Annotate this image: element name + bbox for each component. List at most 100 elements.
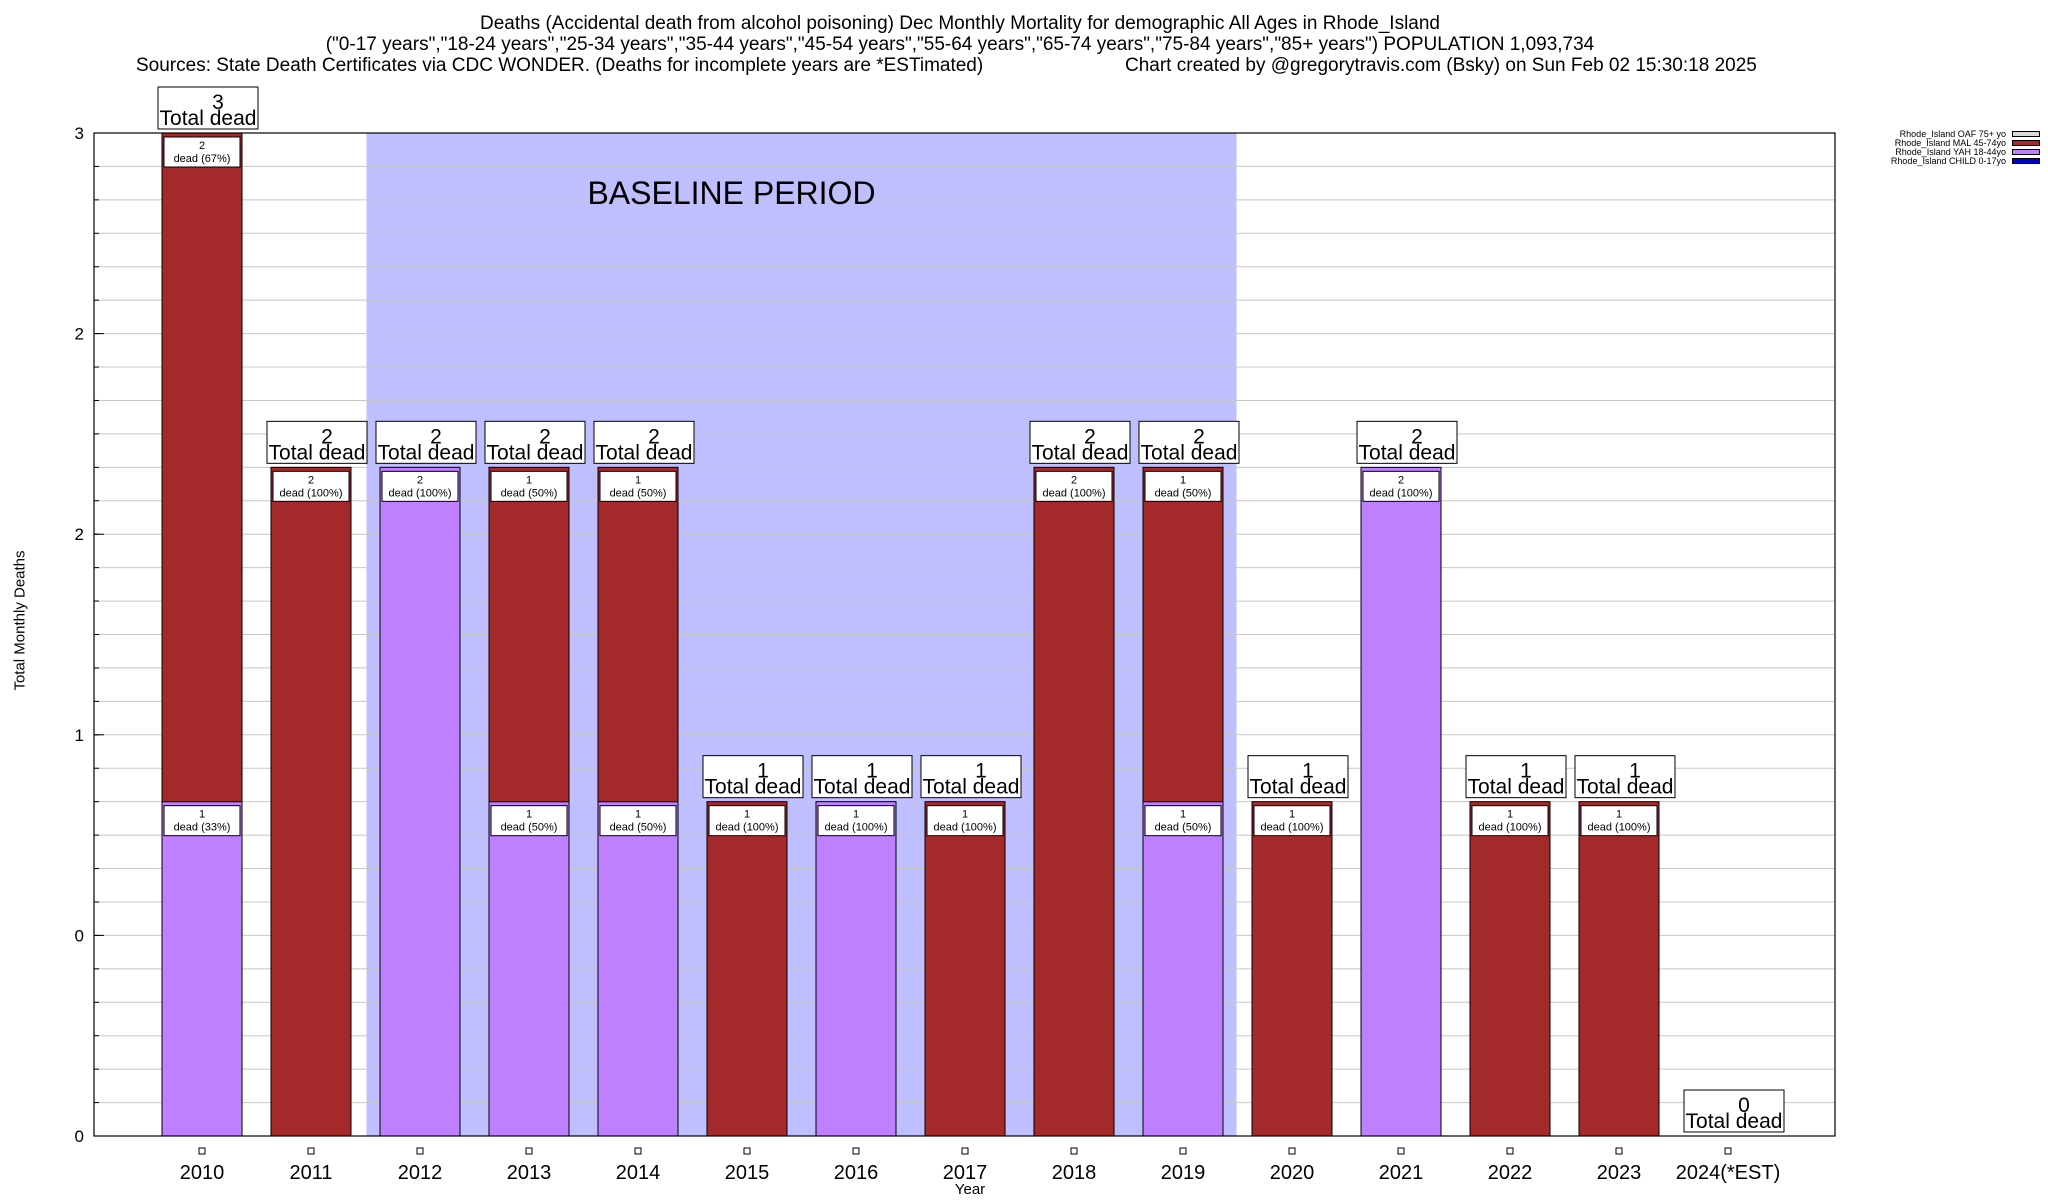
total-label: Total dead bbox=[705, 776, 802, 799]
segment-label-pct: dead (100%) bbox=[1588, 822, 1651, 834]
bar-segment bbox=[706, 801, 788, 1137]
bar-segment bbox=[379, 466, 461, 1137]
total-box bbox=[266, 420, 368, 464]
total-box bbox=[702, 755, 804, 799]
segment-label-box bbox=[817, 805, 895, 837]
legend-label: Rhode_Island OAF 75+ yo bbox=[1899, 129, 2006, 139]
bar-segment bbox=[815, 801, 897, 1137]
segment-label-count: 1 bbox=[853, 809, 859, 821]
segment-label-count: 1 bbox=[1507, 809, 1513, 821]
total-label: Total dead bbox=[1141, 441, 1238, 464]
credit-text: Chart created by @gregorytravis.com (Bsk… bbox=[1125, 55, 1757, 76]
bar-segment bbox=[161, 801, 243, 1137]
bar-segment bbox=[161, 132, 243, 803]
segment-label-box bbox=[1144, 805, 1222, 837]
y-tick-label: 0 bbox=[75, 926, 84, 945]
total-label: Total dead bbox=[1577, 776, 1674, 799]
legend-label: Rhode_Island MAL 45-74yo bbox=[1894, 138, 2006, 148]
segment-label-pct: dead (50%) bbox=[610, 822, 667, 834]
y-tick-label: 3 bbox=[75, 124, 84, 143]
segment-label-count: 1 bbox=[1180, 474, 1186, 486]
x-tick-marker bbox=[198, 1147, 206, 1155]
x-tick-marker bbox=[307, 1147, 315, 1155]
x-tick-marker bbox=[961, 1147, 969, 1155]
y-tick-label: 2 bbox=[75, 325, 84, 344]
bar-segment bbox=[1251, 801, 1333, 1137]
segment-label-box bbox=[163, 136, 241, 168]
total-value: 1 bbox=[1629, 760, 1641, 783]
legend-swatch bbox=[2012, 140, 2040, 146]
total-box bbox=[484, 420, 586, 464]
x-tick-marker bbox=[1506, 1147, 1514, 1155]
baseline-label: BASELINE PERIOD bbox=[587, 175, 875, 211]
x-tick-marker bbox=[634, 1147, 642, 1155]
x-tick-label: 2010 bbox=[180, 1162, 225, 1184]
total-label: Total dead bbox=[160, 107, 257, 130]
total-box bbox=[1356, 420, 1458, 464]
segment-label-box bbox=[1362, 470, 1440, 502]
segment-label-box bbox=[599, 805, 677, 837]
segment-label-count: 2 bbox=[308, 474, 314, 486]
x-tick-label: 2020 bbox=[1270, 1162, 1315, 1184]
segment-label-count: 1 bbox=[1289, 809, 1295, 821]
legend-item: Rhode_Island YAH 18-44yo bbox=[1790, 148, 2040, 157]
bar-segment bbox=[1142, 466, 1224, 803]
total-label: Total dead bbox=[1359, 441, 1456, 464]
segment-label-pct: dead (100%) bbox=[716, 822, 779, 834]
segment-label-pct: dead (100%) bbox=[389, 487, 452, 499]
sources-text: Sources: State Death Certificates via CD… bbox=[136, 55, 984, 76]
total-value: 2 bbox=[321, 425, 333, 448]
x-tick-label: 2016 bbox=[834, 1162, 879, 1184]
segment-label-count: 1 bbox=[1616, 809, 1622, 821]
segment-label-box bbox=[926, 805, 1004, 837]
segment-label-count: 2 bbox=[199, 140, 205, 152]
chart-title: Deaths (Accidental death from alcohol po… bbox=[479, 13, 1440, 34]
segment-label-box bbox=[381, 470, 459, 502]
x-tick-label: 2011 bbox=[289, 1162, 332, 1184]
x-tick-label: 2014 bbox=[616, 1162, 661, 1184]
total-value: 1 bbox=[1520, 760, 1532, 783]
total-value: 2 bbox=[1084, 425, 1096, 448]
bar-segment bbox=[270, 466, 352, 1137]
bar-segment bbox=[1360, 466, 1442, 1137]
bar-segment bbox=[924, 801, 1006, 1137]
segment-label-count: 1 bbox=[526, 474, 532, 486]
segment-label-box bbox=[1144, 470, 1222, 502]
segment-label-pct: dead (50%) bbox=[1155, 822, 1212, 834]
y-tick-label: 2 bbox=[75, 525, 84, 544]
total-value: 1 bbox=[1302, 760, 1314, 783]
chart-subtitle: ("0-17 years","18-24 years","25-34 years… bbox=[325, 34, 1595, 55]
total-label: Total dead bbox=[269, 441, 366, 464]
segment-label-pct: dead (100%) bbox=[1370, 487, 1433, 499]
total-value: 2 bbox=[1411, 425, 1423, 448]
bar-segment bbox=[597, 801, 679, 1137]
segment-label-pct: dead (100%) bbox=[1043, 487, 1106, 499]
x-tick-marker bbox=[1179, 1147, 1187, 1155]
legend-swatch bbox=[2012, 131, 2040, 137]
x-tick-label: 2015 bbox=[725, 1162, 770, 1184]
x-tick-label: 2017 bbox=[943, 1162, 988, 1184]
segment-label-box bbox=[708, 805, 786, 837]
y-tick-label: 0 bbox=[75, 1127, 84, 1146]
segment-label-pct: dead (100%) bbox=[1479, 822, 1542, 834]
segment-label-box bbox=[1580, 805, 1658, 837]
x-tick-marker bbox=[1070, 1147, 1078, 1155]
segment-label-box bbox=[599, 470, 677, 502]
total-label: Total dead bbox=[1468, 776, 1565, 799]
legend: Rhode_Island OAF 75+ yo Rhode_Island MAL … bbox=[1790, 130, 2040, 166]
total-label: Total dead bbox=[923, 776, 1020, 799]
legend-item: Rhode_Island MAL 45-74yo bbox=[1790, 139, 2040, 148]
segment-label-pct: dead (50%) bbox=[610, 487, 667, 499]
x-tick-marker bbox=[852, 1147, 860, 1155]
bar-segment bbox=[488, 801, 570, 1137]
total-label: Total dead bbox=[487, 441, 584, 464]
segment-label-count: 2 bbox=[1071, 474, 1077, 486]
total-label: Total dead bbox=[596, 441, 693, 464]
bar-segment bbox=[1469, 801, 1551, 1137]
total-box bbox=[1465, 755, 1567, 799]
segment-label-pct: dead (50%) bbox=[1155, 487, 1212, 499]
total-value: 1 bbox=[975, 760, 987, 783]
x-tick-marker bbox=[416, 1147, 424, 1155]
segment-label-count: 1 bbox=[526, 809, 532, 821]
